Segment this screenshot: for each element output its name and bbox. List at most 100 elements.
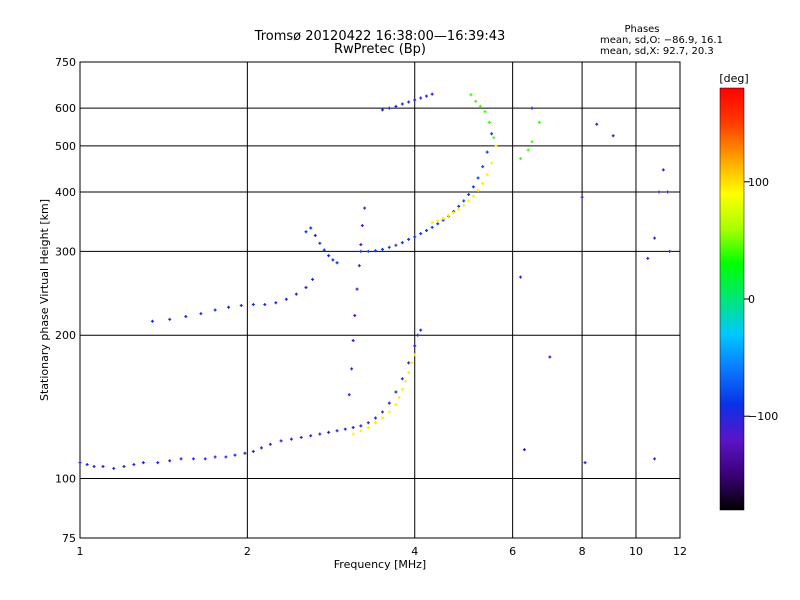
data-point [373, 421, 377, 425]
data-point [380, 416, 384, 420]
data-point [646, 256, 650, 260]
data-point [413, 98, 417, 102]
data-point [530, 140, 534, 144]
data-point [184, 314, 188, 318]
data-point [467, 193, 471, 197]
data-point [263, 303, 267, 307]
data-point [78, 461, 82, 465]
data-point [425, 228, 429, 232]
data-point [351, 432, 355, 436]
data-point [294, 292, 298, 296]
data-point [400, 102, 404, 106]
data-point [363, 206, 367, 210]
data-point [469, 93, 473, 97]
x-tick-label: 4 [411, 545, 418, 558]
data-point [467, 199, 471, 203]
data-point [436, 219, 440, 223]
data-point [366, 425, 370, 429]
data-point [419, 232, 423, 236]
data-point [474, 99, 478, 103]
data-point [595, 122, 599, 126]
y-tick-labels: 75 100 200 300 400 500 600 750 [55, 56, 76, 545]
data-point [394, 403, 398, 407]
plot-frame [79, 61, 681, 539]
data-point [347, 393, 351, 397]
data-point [430, 225, 434, 229]
data-point [179, 457, 183, 461]
data-point [85, 463, 89, 467]
data-point [327, 430, 331, 434]
data-point [471, 185, 475, 189]
data-point [457, 204, 461, 208]
data-point [413, 344, 417, 348]
chart-title: Tromsø 20120422 16:38:00—16:39:43 [254, 29, 506, 44]
data-point [313, 234, 317, 238]
data-point [373, 416, 377, 420]
data-point [311, 277, 315, 281]
data-point [394, 390, 398, 394]
data-point [661, 168, 665, 172]
data-point [387, 245, 391, 249]
data-point [380, 247, 384, 251]
data-point [239, 303, 243, 307]
data-point [526, 148, 530, 152]
data-point [407, 371, 411, 375]
y-tick-label: 300 [55, 245, 76, 258]
data-point [400, 241, 404, 245]
data-point [373, 249, 377, 253]
y-tick-label: 750 [55, 56, 76, 69]
data-point [407, 100, 411, 104]
data-point [335, 261, 339, 265]
data-point [251, 303, 255, 307]
data-point [350, 367, 354, 371]
colorbar-label: [deg] [719, 72, 748, 85]
data-point [657, 190, 661, 194]
data-point [446, 213, 450, 217]
data-point [359, 243, 363, 247]
phases-heading: Phases [624, 24, 659, 35]
colorbar-tick-label: 0 [748, 293, 755, 306]
data-point [419, 96, 423, 100]
y-axis-label: Stationary phase Virtual Height [km] [38, 199, 51, 401]
x-tick-label: 8 [579, 545, 586, 558]
x-tick-labels: 1 2 4 6 8 10 12 [77, 545, 688, 558]
data-point [462, 199, 466, 203]
data-point [101, 464, 105, 468]
data-point [397, 395, 401, 399]
colorbar: [deg] 100 0 −100 [719, 72, 778, 511]
data-point [653, 457, 657, 461]
data-point [494, 144, 498, 148]
data-point [168, 317, 172, 321]
data-point [191, 457, 195, 461]
data-point [274, 301, 278, 305]
data-point [351, 338, 355, 342]
data-point [304, 285, 308, 289]
data-point [653, 236, 657, 240]
data-point [394, 104, 398, 108]
data-point [492, 136, 496, 140]
x-tick-label: 1 [77, 545, 84, 558]
data-point [335, 429, 339, 433]
data-point [112, 466, 116, 470]
data-point [457, 207, 461, 211]
data-point [213, 308, 217, 312]
data-point [476, 188, 480, 192]
data-point [407, 237, 411, 241]
data-point [322, 248, 326, 252]
data-point [668, 249, 672, 253]
data-point [522, 448, 526, 452]
data-point [284, 297, 288, 301]
data-point [224, 455, 228, 459]
data-point [490, 161, 494, 165]
data-point [380, 410, 384, 414]
data-point [387, 410, 391, 414]
data-point [357, 264, 361, 268]
data-point [400, 387, 404, 391]
data-point [530, 106, 534, 110]
data-point [519, 275, 523, 279]
data-point [404, 379, 408, 383]
data-point [304, 230, 308, 234]
data-point [400, 377, 404, 381]
data-point [318, 432, 322, 436]
